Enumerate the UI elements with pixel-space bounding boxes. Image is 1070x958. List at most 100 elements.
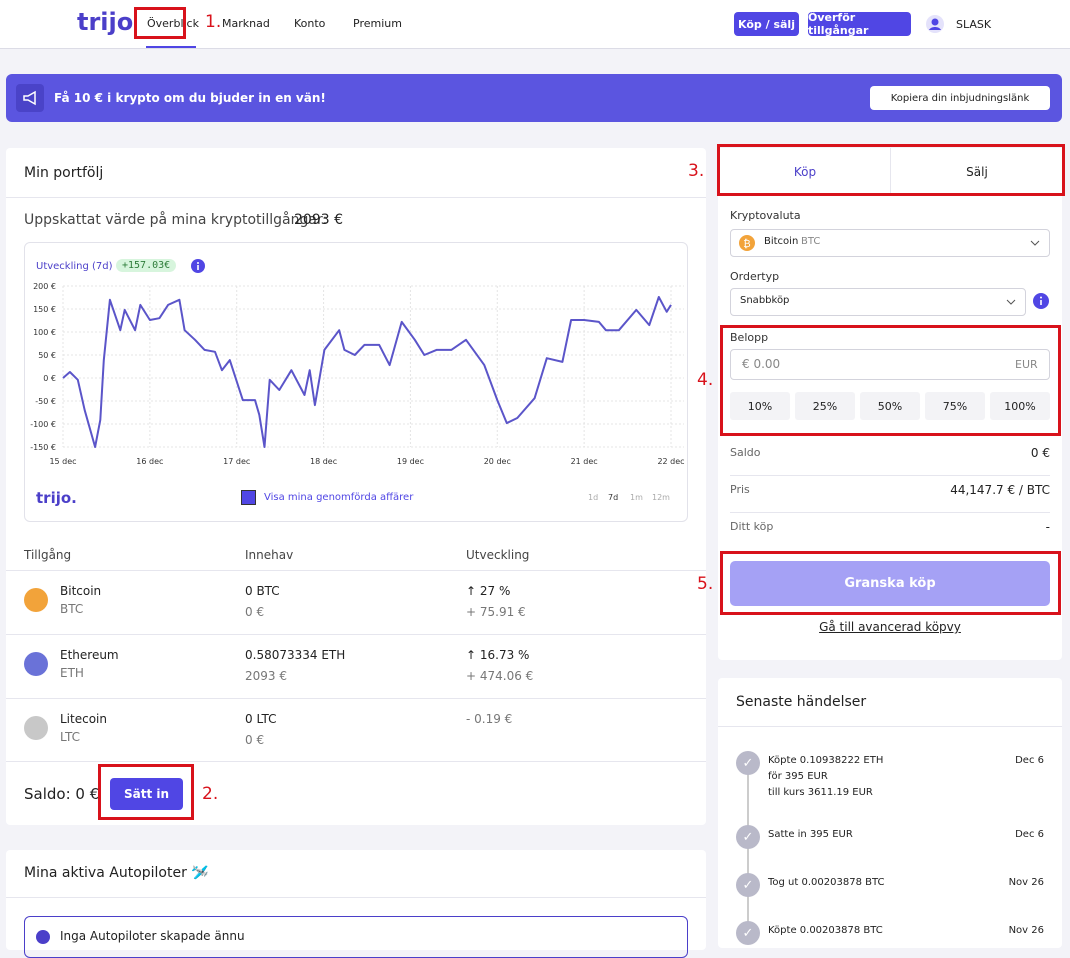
percent-button[interactable]: 100% <box>990 392 1050 420</box>
table-header: Utveckling <box>466 548 530 562</box>
period-option[interactable]: 1m <box>630 493 643 502</box>
change-eur: + 75.91 € <box>466 605 526 619</box>
holding: 0 LTC <box>245 712 277 726</box>
event-text: för 395 EUR <box>768 771 828 782</box>
nav-link[interactable]: Konto <box>294 17 326 30</box>
divider <box>6 197 706 198</box>
order-select[interactable] <box>730 288 1026 316</box>
period-option[interactable]: 1d <box>588 493 599 502</box>
divider <box>6 570 706 571</box>
summary-value: 0 € <box>1030 446 1050 460</box>
x-tick-label: 19 dec <box>397 457 424 466</box>
check-icon: ✓ <box>736 873 760 897</box>
y-tick-label: -150 € <box>30 443 56 452</box>
user-name[interactable]: SLASK <box>956 18 992 31</box>
highlight-box <box>720 551 1061 615</box>
y-tick-label: -100 € <box>30 420 56 429</box>
percent-button[interactable]: 10% <box>730 392 790 420</box>
asset-name: Ethereum <box>60 648 119 662</box>
check-icon: ✓ <box>736 921 760 945</box>
notice-text: Inga Autopiloter skapade ännu <box>60 929 245 943</box>
x-tick-label: 20 dec <box>484 457 511 466</box>
svg-text:₿: ₿ <box>743 238 750 250</box>
divider <box>6 634 706 635</box>
event-date: Nov 26 <box>1008 925 1044 936</box>
notice-icon <box>36 930 50 944</box>
event-date: Dec 6 <box>1015 755 1044 766</box>
change: ↑ 27 % <box>466 584 511 598</box>
timeline <box>747 772 749 942</box>
summary-label: Saldo <box>730 446 761 459</box>
buy-tab[interactable]: Köp <box>720 148 890 196</box>
holding-eur: 0 € <box>245 605 265 619</box>
change: - 0.19 € <box>466 712 513 726</box>
logo[interactable]: trijo <box>77 8 134 36</box>
percent-button[interactable]: 50% <box>860 392 920 420</box>
crypto-select[interactable] <box>730 229 1050 257</box>
asset-symbol: LTC <box>60 730 81 744</box>
asset-name: Litecoin <box>60 712 107 726</box>
summary-value: 44,147.7 € / BTC <box>950 483 1050 497</box>
highlight-box <box>98 764 194 820</box>
divider <box>6 698 706 699</box>
transfer-button[interactable]: Överför tillgångar <box>808 11 911 37</box>
price-line <box>62 296 672 448</box>
divider <box>6 897 706 898</box>
asset-icon <box>24 716 48 740</box>
holding-eur: 0 € <box>245 733 265 747</box>
y-tick-label: 150 € <box>33 305 56 314</box>
autopilot-card <box>6 850 706 950</box>
x-tick-label: 22 dec <box>657 457 684 466</box>
asset-icon <box>24 588 48 612</box>
copy-link-button[interactable]: Kopiera din inbjudningslänk <box>870 86 1050 110</box>
x-tick-label: 18 dec <box>310 457 337 466</box>
divider <box>6 761 706 762</box>
amount-input[interactable] <box>730 349 1050 380</box>
x-tick-label: 16 dec <box>136 457 163 466</box>
info-icon[interactable] <box>1033 293 1049 309</box>
highlight-box <box>134 7 186 39</box>
event-text: Köpte 0.10938222 ETH <box>768 755 884 766</box>
percent-button[interactable]: 25% <box>795 392 855 420</box>
crypto-name: Bitcoin <box>764 236 799 247</box>
estimate-value: 2093 € <box>294 212 343 228</box>
order-type: Snabbköp <box>740 295 790 306</box>
summary-label: Ditt köp <box>730 520 774 533</box>
nav-link[interactable]: Marknad <box>222 17 270 30</box>
x-tick-label: 21 dec <box>571 457 598 466</box>
estimate-label: Uppskattat värde på mina kryptotillgånga… <box>24 212 328 228</box>
review-button[interactable]: Granska köp <box>730 561 1050 606</box>
nav-link[interactable]: Premium <box>353 17 402 30</box>
period-option[interactable]: 12m <box>652 493 670 502</box>
asset-symbol: ETH <box>60 666 84 680</box>
deposit-button[interactable]: Sätt in <box>110 778 183 810</box>
info-icon[interactable] <box>191 259 205 273</box>
chevron <box>1006 299 1016 305</box>
change-eur: + 474.06 € <box>466 669 534 683</box>
buy-sell-button[interactable]: Köp / sälj <box>734 12 799 36</box>
table-header: Innehav <box>245 548 294 562</box>
period-option[interactable]: 7d <box>608 493 619 502</box>
advanced-link[interactable]: Gå till avancerad köpvy <box>819 620 961 634</box>
annotation: 2. <box>202 784 219 804</box>
highlight-box <box>720 325 1061 436</box>
y-tick-label: 0 € <box>43 374 56 383</box>
check-icon: ✓ <box>736 825 760 849</box>
check-icon: ✓ <box>736 751 760 775</box>
checkbox[interactable] <box>241 490 256 505</box>
checkbox-label[interactable]: Visa mina genomförda affärer <box>264 492 414 503</box>
card-title: Mina aktiva Autopiloter 🛩️ <box>24 865 209 881</box>
x-tick-label: 15 dec <box>49 457 76 466</box>
asset-symbol: BTC <box>60 602 84 616</box>
active-indicator <box>146 46 196 48</box>
user-avatar[interactable] <box>926 15 944 33</box>
change: ↑ 16.73 % <box>466 648 530 662</box>
event-text: Tog ut 0.00203878 BTC <box>768 877 885 888</box>
holding-eur: 2093 € <box>245 669 287 683</box>
chart-box <box>24 242 688 522</box>
sell-tab[interactable]: Sälj <box>890 148 1063 196</box>
table-header: Tillgång <box>24 548 72 562</box>
card-title: Senaste händelser <box>736 694 867 710</box>
percent-button[interactable]: 75% <box>925 392 985 420</box>
